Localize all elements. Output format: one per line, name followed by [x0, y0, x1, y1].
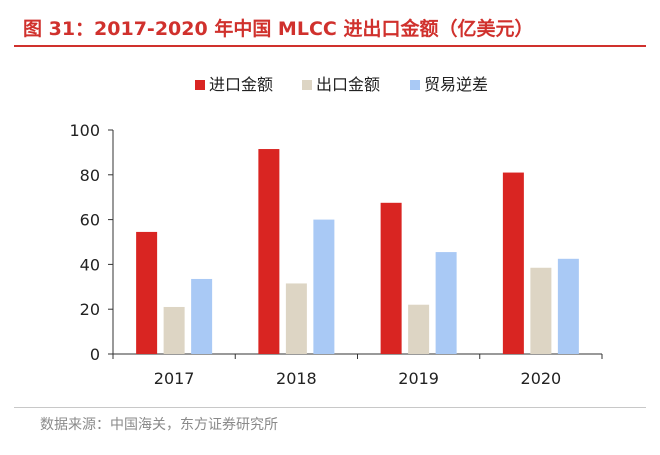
bar-2020-series-3 — [557, 258, 579, 354]
bar-2017-series-3 — [191, 278, 213, 354]
bar-2019-series-2 — [408, 304, 430, 354]
bars-layer — [136, 149, 579, 354]
bar-2018-series-1 — [258, 149, 280, 354]
legend-swatch — [302, 80, 312, 90]
chart-legend: 进口金额 出口金额 贸易逆差 — [195, 75, 488, 94]
title-divider — [14, 45, 646, 47]
footer-divider — [14, 407, 646, 408]
legend-label: 贸易逆差 — [424, 75, 488, 94]
bar-2020-series-1 — [502, 172, 524, 354]
x-tick-label: 2017 — [154, 369, 195, 388]
legend-label: 进口金额 — [209, 75, 273, 94]
y-tick-label: 0 — [90, 345, 100, 364]
y-tick-label: 100 — [69, 121, 100, 140]
x-tick-label: 2018 — [276, 369, 317, 388]
x-tick-label: 2020 — [521, 369, 562, 388]
bar-2019-series-3 — [435, 252, 457, 354]
legend-label: 出口金额 — [316, 75, 380, 94]
y-axis: 0 20 40 60 80 100 — [69, 121, 114, 364]
bar-2019-series-1 — [380, 202, 402, 354]
x-tick-label: 2019 — [398, 369, 439, 388]
bar-2017-series-1 — [136, 231, 158, 354]
y-tick-label: 60 — [80, 211, 100, 230]
legend-swatch — [410, 80, 420, 90]
figure-title: 图 31：2017-2020 年中国 MLCC 进出口金额（亿美元） — [23, 18, 534, 40]
bar-2020-series-2 — [530, 267, 552, 354]
bar-2017-series-2 — [163, 306, 185, 354]
bar-2018-series-3 — [313, 219, 335, 354]
bar-2018-series-2 — [285, 283, 307, 354]
y-tick-label: 80 — [80, 166, 100, 185]
x-axis: 2017 2018 2019 2020 — [112, 353, 603, 388]
y-tick-label: 20 — [80, 300, 100, 319]
source-note: 数据来源：中国海关，东方证券研究所 — [40, 417, 278, 433]
y-tick-label: 40 — [80, 255, 100, 274]
legend-swatch — [195, 80, 205, 90]
